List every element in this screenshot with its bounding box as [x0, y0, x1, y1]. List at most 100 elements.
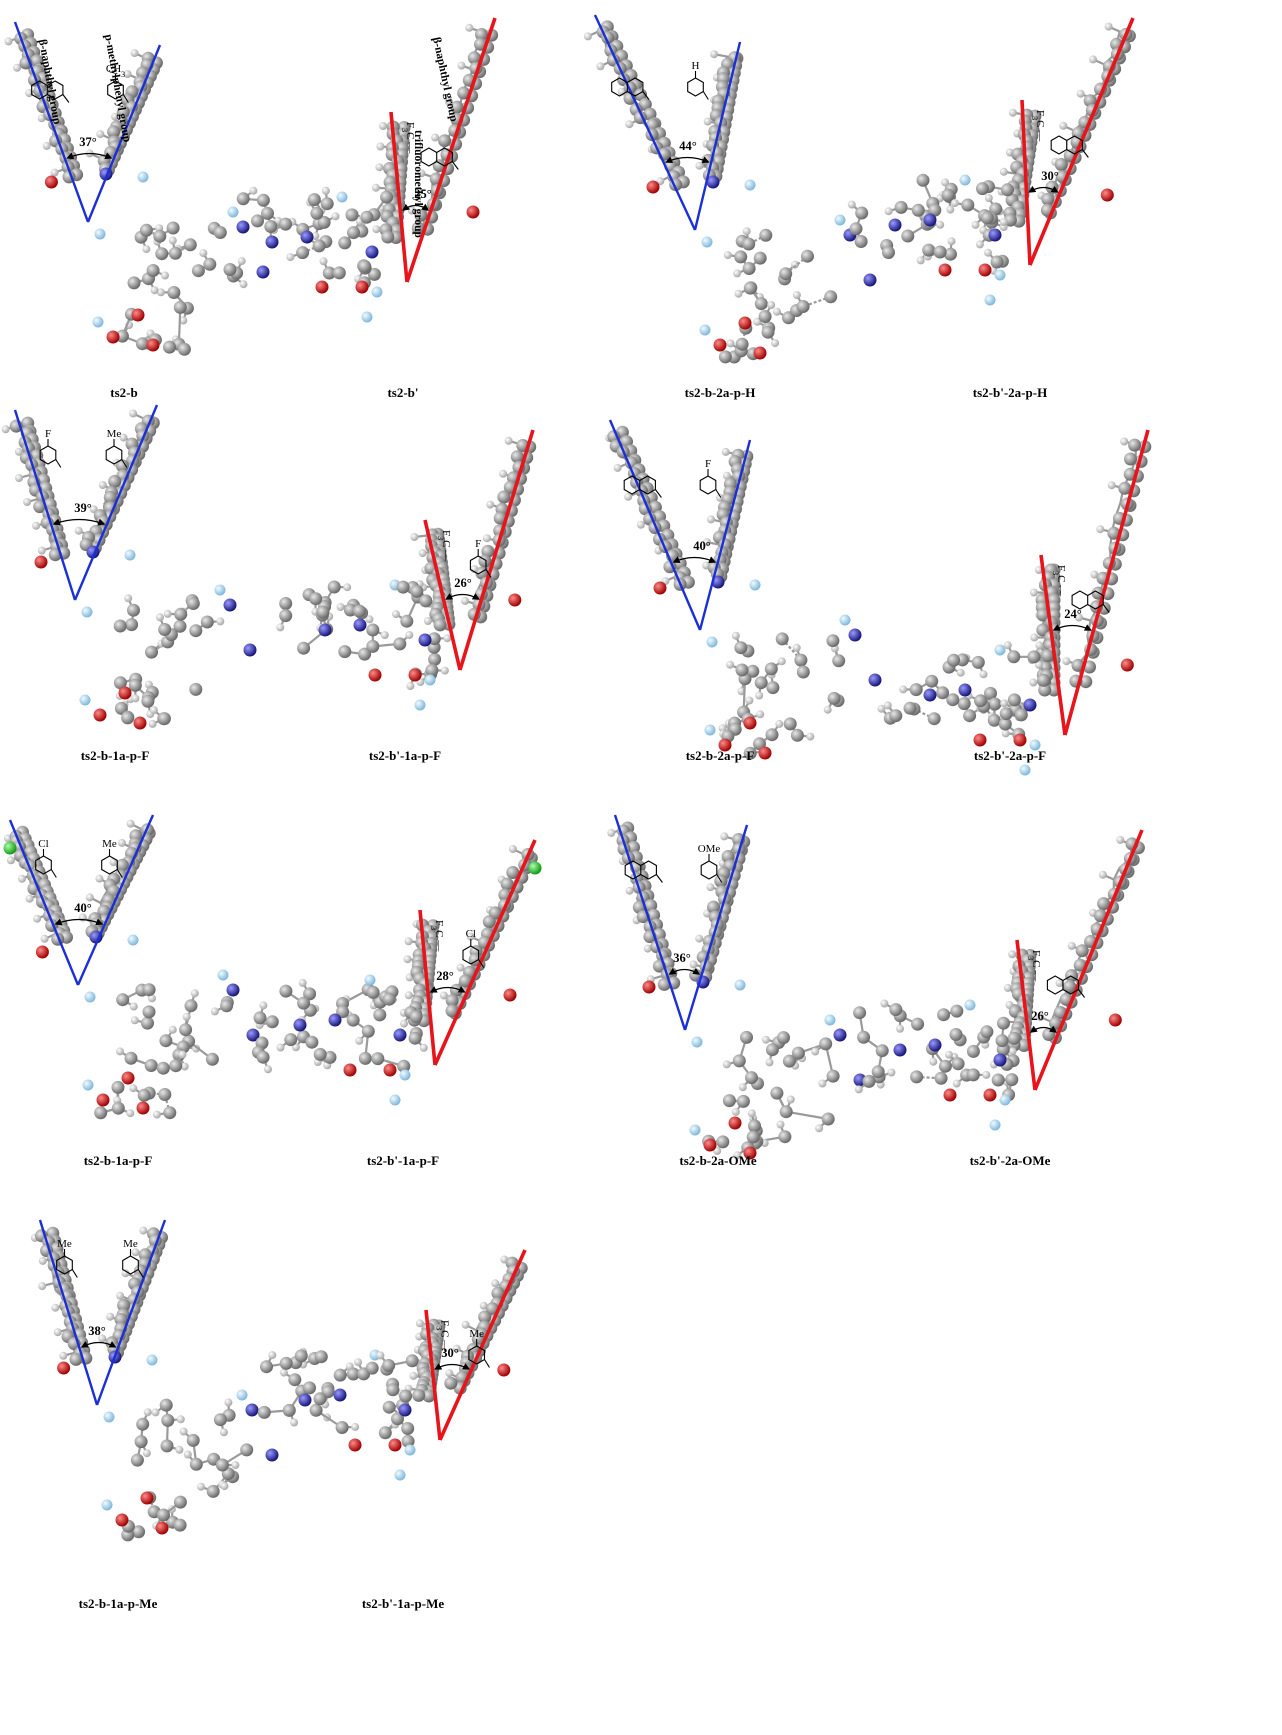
carbon-atom — [189, 683, 202, 696]
hydrogen-atom — [5, 37, 13, 45]
hydrogen-atom — [1004, 641, 1012, 649]
fluorine-atom — [82, 607, 93, 618]
v-right-line — [1035, 830, 1142, 1090]
hydrogen-atom — [405, 937, 413, 945]
hydrogen-atom — [118, 839, 126, 847]
hydrogen-atom — [18, 875, 26, 883]
carbon-atom — [140, 224, 153, 237]
hydrogen-atom — [748, 1109, 756, 1117]
carbon-atom — [754, 252, 767, 265]
carbon-atom — [928, 712, 941, 725]
hydrogen-atom — [231, 1461, 239, 1469]
carbon-atom — [174, 1496, 187, 1509]
carbon-atom — [406, 1354, 419, 1367]
carbon-atom — [832, 654, 845, 667]
nitrogen-atom — [299, 1394, 312, 1407]
hydrogen-atom — [400, 1020, 408, 1028]
carbon-atom — [765, 662, 778, 675]
carbon-atom — [409, 1032, 422, 1045]
substituent-label: F — [45, 428, 51, 440]
carbon-atom — [185, 999, 198, 1012]
nitrogen-atom — [864, 274, 877, 287]
hydrogen-atom — [1008, 950, 1016, 958]
hydrogen-atom — [884, 701, 892, 709]
carbon-atom — [736, 338, 749, 351]
carbon-atom — [876, 1044, 889, 1057]
carbon-atom — [203, 258, 216, 271]
carbon-atom — [383, 993, 396, 1006]
hydrogen-atom — [985, 194, 993, 202]
hydrogen-atom — [419, 549, 427, 557]
oxygen-atom — [979, 264, 992, 277]
carbon-atom — [399, 1390, 412, 1403]
hydrogen-atom — [337, 603, 345, 611]
oxygen-atom — [107, 331, 120, 344]
hydrogen-atom — [1030, 589, 1038, 597]
carbon-atom — [321, 197, 334, 210]
panel-caption: ts2-b-1a-p-F — [84, 1153, 153, 1168]
oxygen-atom — [704, 1139, 717, 1152]
hydrogen-atom — [690, 960, 698, 968]
carbon-atom — [791, 729, 804, 742]
carbon-atom — [178, 343, 191, 356]
fluorine-atom — [735, 980, 746, 991]
carbon-atom — [393, 637, 406, 650]
hydrogen-atom — [984, 249, 992, 257]
carbon-atom — [224, 263, 237, 276]
hydrogen-atom — [7, 856, 15, 864]
carbon-atom — [315, 1350, 328, 1363]
oxygen-atom — [141, 1492, 154, 1505]
hydrogen-atom — [1099, 871, 1107, 879]
oxygen-atom — [654, 582, 667, 595]
nitrogen-atom — [257, 266, 270, 279]
carbon-atom — [136, 1418, 149, 1431]
panel-caption: ts2-b'-2a-p-H — [973, 385, 1047, 400]
hydrogen-atom — [376, 1351, 384, 1359]
hydrogen-atom — [724, 251, 732, 259]
carbon-atom — [863, 1075, 876, 1088]
fluorine-atom — [700, 325, 711, 336]
fluorine-atom — [147, 1355, 158, 1366]
carbon-atom — [991, 256, 1004, 269]
hydrogen-atom — [39, 1257, 47, 1265]
carbon-atom — [419, 594, 432, 607]
oxygen-atom — [35, 556, 48, 569]
hydrogen-atom — [51, 1304, 59, 1312]
carbon-atom — [214, 226, 227, 239]
fluorine-atom — [83, 1080, 94, 1091]
fluorine-atom — [1020, 765, 1031, 776]
carbon-atom — [1007, 650, 1020, 663]
hydrogen-atom — [106, 1313, 114, 1321]
fluorine-atom — [965, 1000, 976, 1011]
methyl-bond — [656, 875, 662, 883]
carbon-atom — [779, 267, 792, 280]
nitrogen-atom — [959, 684, 972, 697]
hydrogen-atom — [404, 955, 412, 963]
nitrogen-atom — [924, 689, 937, 702]
carbon-atom — [381, 231, 394, 244]
substrate-icons: Cl Me — [36, 838, 123, 878]
carbon-atom — [174, 301, 187, 314]
substituent-label: Me — [107, 428, 122, 440]
hydrogen-atom — [216, 617, 224, 625]
hydrogen-atom — [1035, 641, 1043, 649]
carbon-atom — [743, 262, 756, 275]
methyl-bond — [703, 92, 708, 100]
carbon-atom — [157, 1509, 170, 1522]
carbon-atom — [716, 1135, 729, 1148]
hydrogen-atom — [756, 710, 764, 718]
angle-value: 30° — [1041, 169, 1059, 183]
fluorine-atom — [125, 550, 136, 561]
hydrogen-atom — [127, 820, 135, 828]
carbon-atom — [819, 1037, 832, 1050]
hydrogen-atom — [376, 143, 384, 151]
carbon-atom — [745, 1071, 758, 1084]
hydrogen-atom — [130, 1003, 138, 1011]
fluorine-atom — [690, 1125, 701, 1136]
carbon-atom — [366, 1362, 379, 1375]
hydrogen-atom — [410, 1372, 418, 1380]
hydrogen-atom — [420, 1044, 428, 1052]
hydrogen-atom — [1009, 1047, 1017, 1055]
oxygen-atom — [1109, 1014, 1122, 1027]
